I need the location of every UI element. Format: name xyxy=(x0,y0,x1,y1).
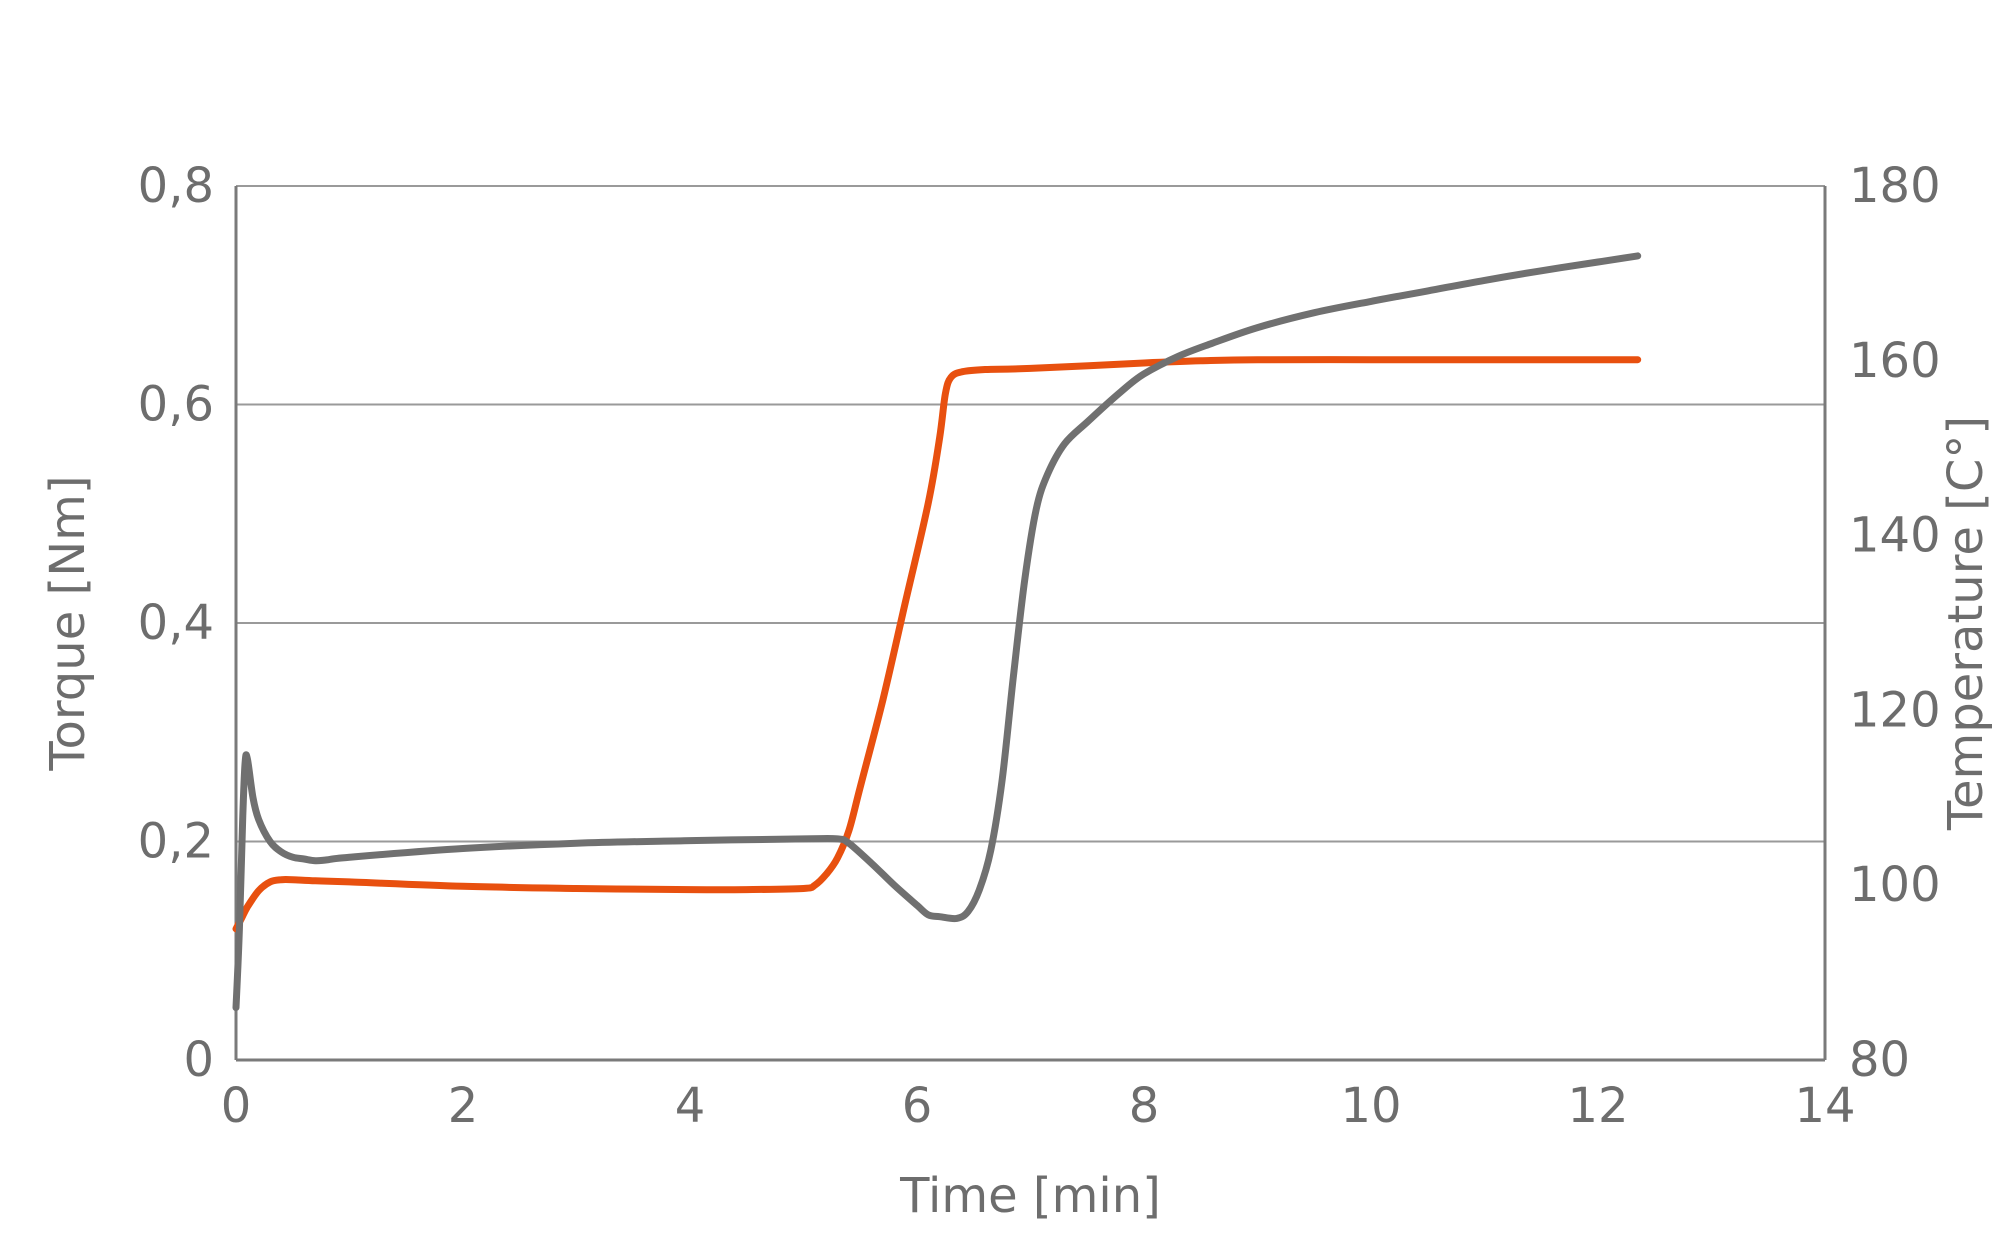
x-tick-label: 0 xyxy=(221,1078,252,1134)
x-tick-label: 4 xyxy=(675,1078,706,1134)
y-left-tick-label: 0,6 xyxy=(138,377,214,433)
y-left-tick-label: 0,8 xyxy=(138,158,214,214)
y-right-tick-label: 100 xyxy=(1849,857,1941,913)
tick-labels: 0 0,2 0,4 0,6 0,8 80 100 120 140 160 180 0 2 4 6 8 10 12 1… xyxy=(138,158,1941,1134)
x-tick-label: 2 xyxy=(448,1078,479,1134)
y-right-tick-label: 80 xyxy=(1849,1032,1910,1088)
y-axis-left-title: Torque [Nm] xyxy=(40,475,96,771)
y-right-tick-label: 140 xyxy=(1849,508,1941,564)
x-tick-label: 8 xyxy=(1129,1078,1160,1134)
axes xyxy=(234,186,1827,1062)
x-tick-label: 6 xyxy=(902,1078,933,1134)
series-lines xyxy=(232,252,1642,1012)
y-right-tick-label: 180 xyxy=(1849,158,1941,214)
y-left-tick-label: 0,2 xyxy=(138,814,214,870)
y-left-tick-label: 0 xyxy=(183,1032,214,1088)
x-axis-title: Time [min] xyxy=(899,1168,1161,1224)
torque-series-line xyxy=(232,356,1642,933)
y-left-tick-label: 0,4 xyxy=(138,595,214,651)
x-tick-label: 12 xyxy=(1567,1078,1628,1134)
gridlines xyxy=(236,185,1825,843)
x-tick-label: 10 xyxy=(1340,1078,1401,1134)
temperature-series-line xyxy=(232,252,1642,1012)
y-axis-right-title: Temperature [C°] xyxy=(1938,416,1994,831)
y-right-tick-label: 120 xyxy=(1849,682,1941,738)
x-tick-label: 14 xyxy=(1794,1078,1855,1134)
y-right-tick-label: 160 xyxy=(1849,333,1941,389)
